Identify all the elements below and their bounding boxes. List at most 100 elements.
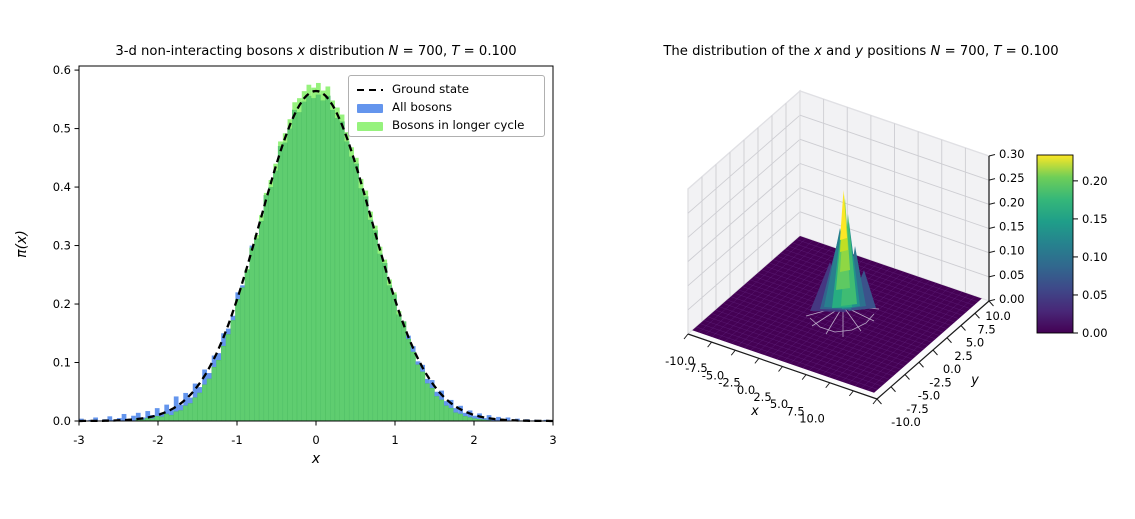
colorbar-tick-label: 0.15 xyxy=(1082,212,1108,226)
y3d-tick-label: 0.0 xyxy=(943,362,961,376)
x3d-tick-label: 10.0 xyxy=(799,412,825,426)
longer-cycle-bar xyxy=(263,195,269,422)
longer-cycle-bar xyxy=(467,417,473,422)
all-bosons-bar xyxy=(121,413,127,421)
longer-cycle-bar xyxy=(372,230,378,422)
longer-cycle-bar xyxy=(173,411,179,422)
longer-cycle-bar xyxy=(391,294,397,422)
longer-cycle-bar xyxy=(192,397,198,422)
longer-cycle-bar xyxy=(239,287,246,422)
longer-cycle-bar xyxy=(410,351,416,422)
longer-cycle-bar xyxy=(453,412,459,422)
longer-cycle-bar xyxy=(353,163,359,422)
x-axis-label: x xyxy=(311,451,321,467)
colorbar-tick-label: 0.05 xyxy=(1082,288,1108,302)
y3d-tick-label: -5.0 xyxy=(918,389,940,403)
longer-cycle-bar-top xyxy=(372,225,378,231)
longer-cycle-bar-top xyxy=(278,141,283,147)
longer-cycle-bar-top xyxy=(292,102,298,110)
all-bosons-bar xyxy=(505,417,511,421)
longer-cycle-bar xyxy=(296,112,302,422)
longer-cycle-bar xyxy=(415,364,421,422)
y3d-tick-label: 2.5 xyxy=(954,349,972,363)
peak-facet xyxy=(840,190,847,240)
longer-cycle-bar-top xyxy=(263,192,269,196)
longer-cycle-bar xyxy=(344,141,350,422)
x-tick-label: -1 xyxy=(231,433,242,447)
longer-cycle-bar-top xyxy=(353,157,359,164)
left-plot-title: 3-d non-interacting bosons x distributio… xyxy=(115,44,517,59)
y-tick-label: 0.5 xyxy=(53,122,71,136)
x3d-axis-label: x xyxy=(750,404,759,419)
y-tick-label: 0.6 xyxy=(53,63,71,77)
all-bosons-bar xyxy=(491,419,497,421)
y-tick-label: 0.1 xyxy=(53,356,71,370)
longer-cycle-bar xyxy=(448,407,454,422)
z-tick-label: 0.25 xyxy=(999,171,1025,185)
longer-cycle-bar xyxy=(311,97,317,422)
longer-cycle-bar xyxy=(254,238,260,422)
left-plot: -3 -2 -1 0 1 2 3 0.0 0.1 0.2 0.3 0.4 0.5 0.6 x π(x) xyxy=(14,63,557,467)
longer-cycle-bar xyxy=(358,188,364,422)
longer-cycle-bar xyxy=(244,269,250,422)
longer-cycle-bar-top xyxy=(311,87,316,99)
longer-cycle-bar xyxy=(434,396,440,422)
longer-cycle-bar xyxy=(183,405,189,422)
z-tick-label: 0.30 xyxy=(999,147,1025,161)
all-bosons-bar xyxy=(481,418,487,421)
all-bosons-bar xyxy=(472,415,478,421)
all-bosons-bar xyxy=(150,415,155,421)
longer-cycle-bar-top xyxy=(325,86,331,96)
x3d-tick-label: -5.0 xyxy=(702,368,724,382)
x-tick-label: 0 xyxy=(312,433,319,447)
longer-cycle-bar-top xyxy=(382,259,388,264)
longer-cycle-bar xyxy=(230,320,236,422)
longer-cycle-bar xyxy=(287,128,293,422)
longer-cycle-bar xyxy=(216,359,222,422)
longer-cycle-bar xyxy=(301,101,307,422)
left-axis-ticks: -3 -2 -1 0 1 2 3 0.0 0.1 0.2 0.3 0.4 0.5 0.6 xyxy=(53,63,557,447)
longer-cycle-bar-top xyxy=(259,215,264,221)
longer-cycle-bar-top xyxy=(306,84,312,96)
right-plot-title: The distribution of the x and y position… xyxy=(663,44,1059,59)
all-bosons-bar xyxy=(135,412,141,421)
blue-patch-sample xyxy=(357,103,383,113)
x3d-tick-label: -7.5 xyxy=(685,361,707,375)
legend-label: Bosons in longer cycle xyxy=(392,118,525,133)
all-bosons-bar xyxy=(543,419,549,421)
x-tick-label: 1 xyxy=(391,433,398,447)
dashed-line-sample xyxy=(357,88,383,92)
longer-cycle-bar xyxy=(202,384,208,422)
longer-cycle-bar xyxy=(420,371,426,422)
longer-cycle-bar xyxy=(225,334,231,422)
x3d-tick-label: 2.5 xyxy=(753,390,771,404)
longer-cycle-bar xyxy=(315,94,321,422)
longer-cycle-bar xyxy=(424,383,430,422)
y-tick-label: 0.2 xyxy=(53,297,71,311)
longer-cycle-bar xyxy=(211,366,217,422)
longer-cycle-bar-top xyxy=(349,147,354,157)
colorbar-gradient xyxy=(1036,154,1074,334)
longer-cycle-bar xyxy=(396,314,402,422)
longer-cycle-bar xyxy=(273,170,279,422)
longer-cycle-bar xyxy=(330,109,336,422)
z-tick-label: 0.15 xyxy=(999,220,1025,234)
x-tick-label: 2 xyxy=(470,433,477,447)
y-tick-label: 0.4 xyxy=(53,180,71,194)
all-bosons-bar xyxy=(154,408,160,421)
longer-cycle-bar xyxy=(249,247,255,422)
longer-cycle-bar xyxy=(367,219,374,422)
longer-cycle-bar xyxy=(178,410,184,422)
all-bosons-bar xyxy=(173,396,179,421)
x-tick-label: -2 xyxy=(152,433,163,447)
longer-cycle-bar xyxy=(462,416,468,422)
longer-cycle-bar xyxy=(405,338,411,422)
longer-cycle-bar-top xyxy=(316,82,321,95)
right-axes: -10.0-10.0-7.5-7.5-5.0-5.0-2.5 -2.50.00.0… xyxy=(665,147,1024,429)
longer-cycle-bar xyxy=(429,388,435,422)
legend-row-longer-cycle: Bosons in longer cycle xyxy=(357,117,544,135)
z-tick-label: 0.05 xyxy=(999,268,1025,282)
x3d-tick-label: 7.5 xyxy=(786,404,804,418)
longer-cycle-bar xyxy=(159,416,165,422)
